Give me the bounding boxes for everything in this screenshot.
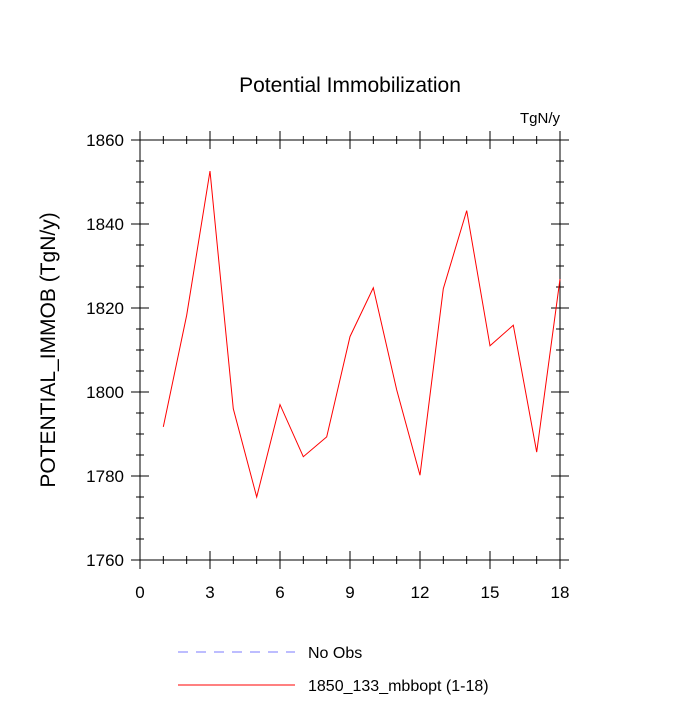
- y-tick-label-1840: 1840: [86, 215, 124, 234]
- x-tick-label-12: 12: [411, 583, 430, 602]
- y-tick-label-1860: 1860: [86, 131, 124, 150]
- x-axis-tick-labels: 0 3 6 9 12 15 18: [135, 583, 569, 602]
- y-axis-tick-labels: 1760 1780 1800 1820 1840 1860: [86, 131, 124, 570]
- legend-label-no-obs: No Obs: [308, 645, 362, 662]
- plot-frame: [139, 139, 561, 561]
- x-tick-label-15: 15: [481, 583, 500, 602]
- x-tick-label-18: 18: [551, 583, 570, 602]
- x-tick-label-6: 6: [275, 583, 284, 602]
- series-line-1850-133-mbbopt-1-18-: [162, 171, 561, 499]
- y-tick-label-1800: 1800: [86, 383, 124, 402]
- y-axis-label: POTENTIAL_IMMOB (TgN/y): [37, 212, 60, 487]
- y-tick-label-1820: 1820: [86, 299, 124, 318]
- y-axis-ticks: [131, 139, 569, 561]
- x-axis-ticks: [139, 131, 561, 569]
- x-tick-label-0: 0: [135, 583, 144, 602]
- y-tick-label-1780: 1780: [86, 467, 124, 486]
- chart-title: Potential Immobilization: [239, 74, 461, 97]
- legend-label-1850-133-mbbopt: 1850_133_mbbopt (1-18): [308, 678, 489, 695]
- y-tick-label-1760: 1760: [86, 551, 124, 570]
- x-tick-label-3: 3: [205, 583, 214, 602]
- series-layer: [162, 171, 561, 499]
- legend: No Obs 1850_133_mbbopt (1-18): [178, 645, 489, 695]
- units-label: TgN/y: [520, 110, 561, 127]
- x-tick-label-9: 9: [345, 583, 354, 602]
